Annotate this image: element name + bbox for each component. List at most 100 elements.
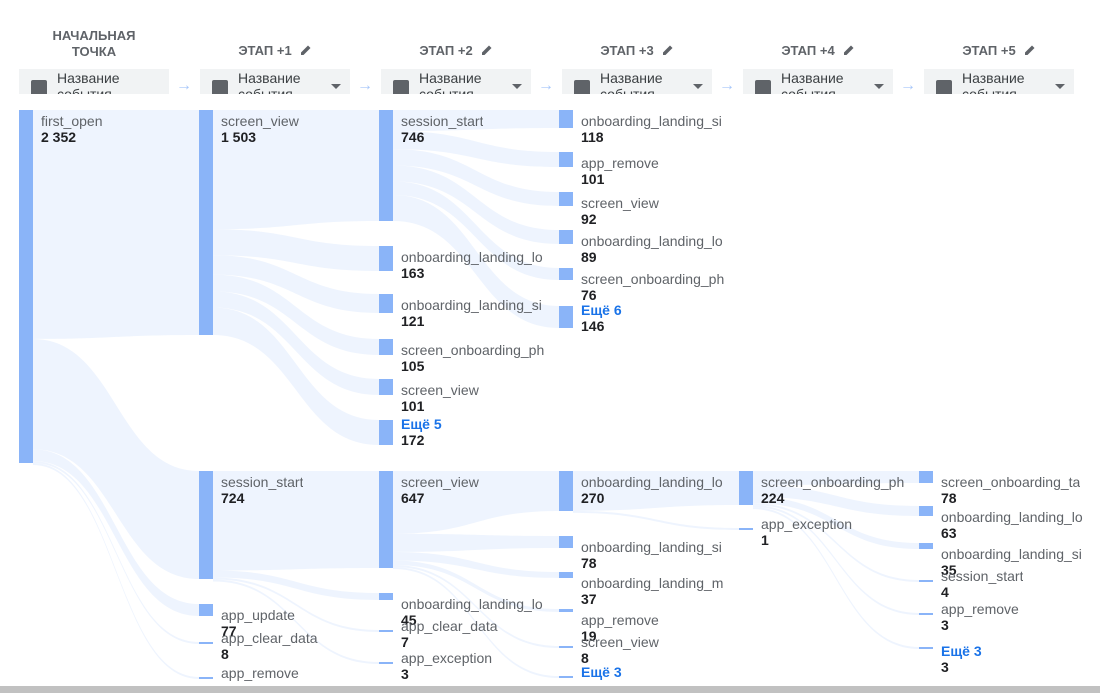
more-link[interactable]: Ещё 3 (581, 664, 622, 680)
flow-link (393, 551, 559, 578)
node-bar[interactable] (379, 630, 393, 632)
node-name: screen_view (581, 195, 659, 211)
header-step-5-label: ЭТАП +5 (962, 43, 1016, 58)
node-bar[interactable] (559, 609, 573, 612)
node-value: 224 (761, 490, 785, 506)
pencil-icon[interactable] (843, 44, 855, 60)
node-value: 76 (581, 287, 597, 303)
step-5-selector[interactable]: Название события (924, 69, 1074, 94)
node-bar[interactable] (919, 580, 933, 582)
node-value: 19 (581, 628, 597, 644)
node-bar[interactable] (379, 420, 393, 445)
flow-link (573, 471, 739, 511)
header-step-1-label: ЭТАП +1 (238, 43, 292, 58)
more-link[interactable]: Ещё 3 (941, 643, 982, 659)
flow-link (393, 165, 559, 244)
flow-link (213, 471, 379, 571)
node-value: 45 (401, 612, 417, 628)
node-bar[interactable] (559, 646, 573, 648)
node-bar[interactable] (919, 543, 933, 549)
chevron-down-icon (1055, 84, 1065, 89)
flow-link (753, 471, 919, 486)
flow-link (753, 507, 919, 649)
node-bar[interactable] (559, 676, 573, 678)
node-value: 101 (581, 171, 605, 187)
chevron-down-icon (512, 84, 522, 89)
node-bar[interactable] (199, 110, 213, 335)
node-value: 37 (581, 591, 597, 607)
flow-link (573, 510, 739, 530)
cursor-icon (393, 80, 409, 94)
node-bar[interactable] (919, 647, 933, 649)
more-link[interactable]: Ещё 6 (581, 302, 622, 318)
node-bar[interactable] (559, 110, 573, 128)
pencil-icon[interactable] (1024, 44, 1036, 60)
node-value: 146 (581, 318, 605, 334)
node-value: 724 (221, 490, 245, 506)
flow-link (753, 503, 919, 582)
step-4-selector[interactable]: Название события (743, 69, 893, 94)
node-bar[interactable] (559, 192, 573, 206)
node-name: app_remove (941, 601, 1019, 617)
node-name: session_start (401, 113, 484, 129)
node-name: onboarding_landing_si (581, 113, 722, 129)
pencil-icon[interactable] (662, 44, 674, 60)
node-bar[interactable] (379, 339, 393, 355)
node-bar[interactable] (919, 471, 933, 483)
node-bar[interactable] (379, 379, 393, 395)
node-bar[interactable] (559, 268, 573, 280)
horizontal-scrollbar[interactable] (0, 686, 1100, 693)
step-1-selector[interactable]: Название события (200, 69, 350, 94)
node-name: screen_view (581, 634, 659, 650)
more-link[interactable]: Ещё 5 (401, 416, 442, 432)
node-bar[interactable] (19, 110, 33, 463)
node-bar[interactable] (739, 528, 753, 530)
node-name: app_update (221, 607, 295, 623)
step-2-selector[interactable]: Название события (381, 69, 531, 94)
flow-link (753, 505, 919, 615)
node-value: 4 (941, 584, 949, 600)
header-step-1: ЭТАП +1 (195, 43, 355, 60)
node-bar[interactable] (199, 604, 213, 616)
node-bar[interactable] (379, 662, 393, 664)
header-step-2-label: ЭТАП +2 (419, 43, 473, 58)
node-bar[interactable] (919, 506, 933, 516)
flow-link (753, 496, 919, 549)
header-step-3: ЭТАП +3 (557, 43, 717, 60)
node-bar[interactable] (379, 110, 393, 221)
arrow-right-icon: → (176, 77, 192, 94)
arrow-right-icon: → (719, 77, 735, 94)
flow-link (393, 533, 559, 552)
flow-link (33, 449, 199, 616)
pencil-icon[interactable] (300, 44, 312, 60)
node-bar[interactable] (739, 471, 753, 505)
node-bar[interactable] (379, 471, 393, 568)
node-bar[interactable] (559, 471, 573, 511)
step-3-selector[interactable]: Название события (562, 69, 712, 94)
node-bar[interactable] (559, 572, 573, 578)
header-start-point: НАЧАЛЬНАЯ ТОЧКА (14, 28, 174, 60)
pencil-icon[interactable] (481, 44, 493, 60)
node-bar[interactable] (199, 677, 213, 679)
node-bar[interactable] (379, 246, 393, 271)
node-bar[interactable] (559, 230, 573, 244)
flow-link (213, 307, 379, 445)
start-point-selector[interactable]: Название события (19, 69, 169, 94)
node-bar[interactable] (199, 642, 213, 644)
flow-link (393, 471, 559, 534)
node-bar[interactable] (559, 536, 573, 548)
node-name: screen_view (401, 382, 479, 398)
node-bar[interactable] (379, 294, 393, 313)
node-value: 63 (941, 525, 957, 541)
arrow-right-icon: → (357, 77, 373, 94)
node-bar[interactable] (379, 593, 393, 600)
node-bar[interactable] (199, 471, 213, 579)
node-bar[interactable] (919, 613, 933, 615)
node-value: 35 (941, 562, 957, 578)
flow-link (753, 485, 919, 516)
node-bar[interactable] (559, 152, 573, 167)
node-bar[interactable] (559, 306, 573, 328)
node-value: 78 (581, 555, 597, 571)
node-name: screen_onboarding_ph (761, 474, 905, 490)
